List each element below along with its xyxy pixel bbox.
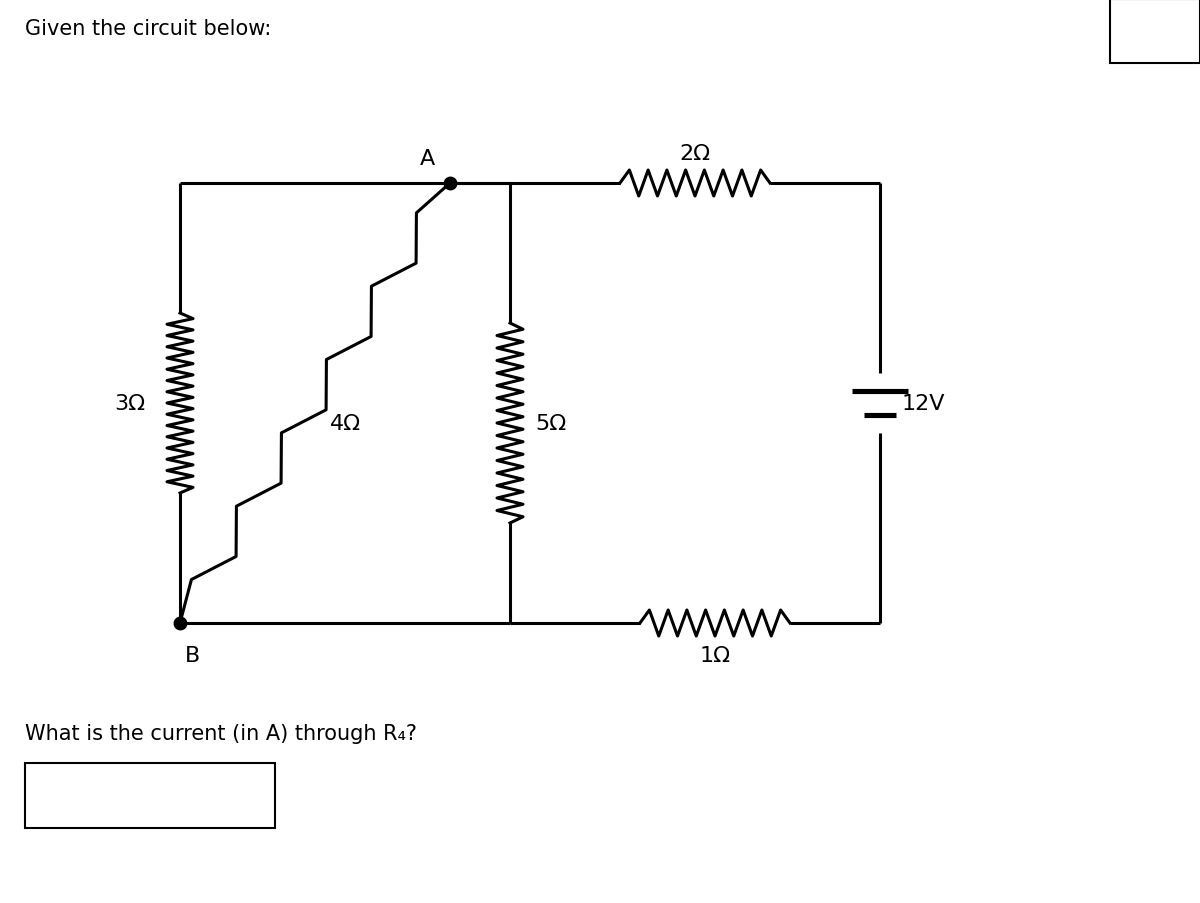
Text: 4Ω: 4Ω (330, 414, 361, 433)
Text: 12V: 12V (902, 394, 946, 414)
Text: A: A (420, 149, 434, 169)
Text: 2Ω: 2Ω (679, 144, 710, 163)
Text: Given the circuit below:: Given the circuit below: (25, 19, 271, 39)
Text: What is the current (in A) through R₄?: What is the current (in A) through R₄? (25, 723, 418, 743)
Text: B: B (185, 646, 200, 666)
Bar (1110, 0, 1200, 64)
Text: 1Ω: 1Ω (700, 646, 731, 666)
Text: 5Ω: 5Ω (535, 414, 566, 433)
Text: 3Ω: 3Ω (114, 394, 145, 414)
Bar (25, 763, 275, 828)
